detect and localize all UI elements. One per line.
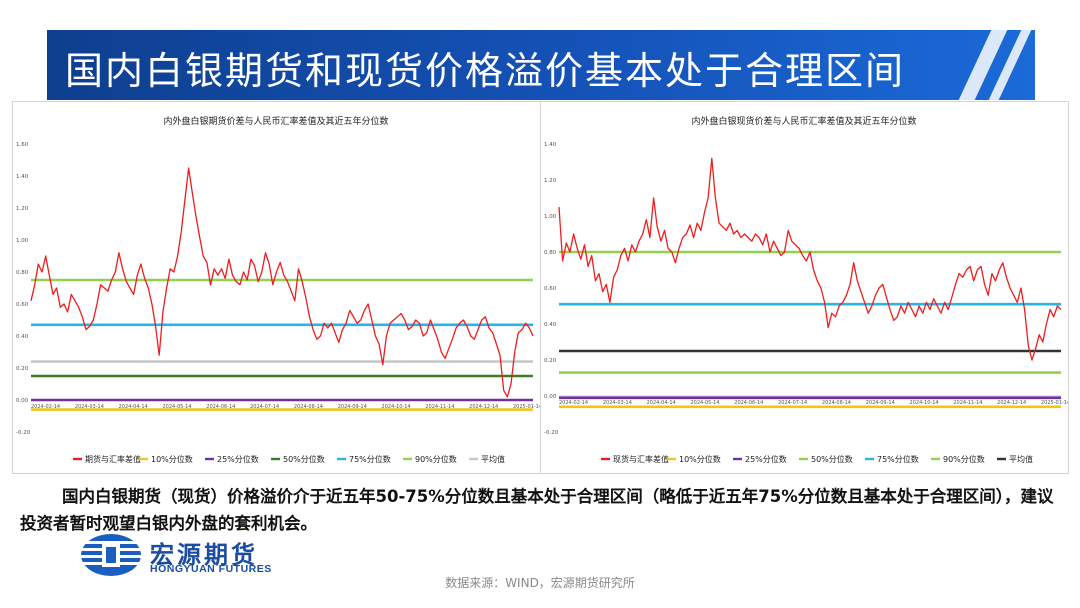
x-tick-label: 2024-02-14 (31, 404, 60, 410)
x-tick-label: 2024-03-14 (603, 400, 632, 406)
spot-spread-chart: 内外盘白银现货价差与人民币汇率差值及其近五年分位数 1.40 1.20 1.00 0.8… (544, 115, 1068, 464)
analysis-text: 国内白银期货（现货）价格溢价介于近五年50-75%分位数且基本处于合理区间（略低… (20, 487, 1054, 533)
series-line-main (30, 167, 534, 398)
x-tick-label: 2024-09-14 (866, 400, 895, 406)
y-tick-label: 0.60 (544, 286, 557, 292)
x-tick-label: 2024-05-14 (162, 404, 191, 410)
y-tick-label: 0.80 (544, 250, 557, 256)
y-tick-label: 1.20 (16, 206, 29, 212)
x-tick-label: 2025-01-14 (1041, 400, 1068, 406)
x-tick-label: 2024-05-14 (690, 400, 719, 406)
logo-text-en: HONGYUAN FUTURES (150, 563, 272, 575)
x-tick-label: 2024-06-14 (734, 400, 763, 406)
legend-label: 现货与汇率差值 (613, 454, 669, 464)
banner-background (47, 30, 1035, 100)
x-tick-label: 2024-11-14 (425, 404, 454, 410)
y-tick-label: 0.20 (16, 366, 29, 372)
y-tick-label: 1.20 (544, 178, 557, 184)
y-tick-label: 1.40 (16, 174, 29, 180)
y-tick-label: 1.40 (544, 142, 557, 148)
logo-mark-icon (80, 534, 142, 576)
y-tick-label: 0.00 (544, 394, 557, 400)
data-source: 数据来源：WIND，宏源期货研究所 (445, 576, 635, 590)
y-tick-label: 1.00 (16, 238, 29, 244)
x-tick-label: 2024-12-14 (469, 404, 498, 410)
y-tick-label: 1.60 (16, 142, 29, 148)
x-tick-label: 2024-08-14 (294, 404, 323, 410)
logo-text-cn: 宏源期货 (150, 541, 258, 569)
x-tick-label: 2024-10-14 (382, 404, 411, 410)
x-tick-label: 2025-01-14 (513, 404, 540, 410)
legend-label: 75%分位数 (349, 454, 391, 464)
y-tick-label: 1.00 (544, 214, 557, 220)
legend-label: 50%分位数 (283, 454, 325, 464)
futures-spread-chart: 内外盘白银期货价差与人民币汇率差值及其近五年分位数 1.60 1.40 1.20 1.0… (16, 115, 540, 464)
y-tick-label: 0.20 (544, 358, 557, 364)
legend-label: 90%分位数 (943, 454, 985, 464)
y-tick-label: 0.00 (16, 398, 29, 404)
chart-panel-spot: 内外盘白银现货价差与人民币汇率差值及其近五年分位数 1.40 1.20 1.00 0.8… (540, 101, 1069, 474)
x-tick-label: 2024-12-14 (997, 400, 1026, 406)
x-tick-label: 2024-10-14 (910, 400, 939, 406)
chart-title: 内外盘白银现货价差与人民币汇率差值及其近五年分位数 (691, 115, 916, 127)
chart-panel-futures: 内外盘白银期货价差与人民币汇率差值及其近五年分位数 1.60 1.40 1.20 1.0… (12, 101, 541, 474)
chart-title: 内外盘白银期货价差与人民币汇率差值及其近五年分位数 (163, 115, 388, 127)
page-title: 国内白银期货和现货价格溢价基本处于合理区间 (65, 49, 906, 93)
x-tick-label: 2024-11-14 (953, 400, 982, 406)
legend-label: 10%分位数 (151, 454, 193, 464)
x-tick-label: 2024-03-14 (75, 404, 104, 410)
legend-label: 75%分位数 (877, 454, 919, 464)
x-tick-label: 2024-07-14 (250, 404, 279, 410)
legend-label: 90%分位数 (415, 454, 457, 464)
legend-label: 25%分位数 (217, 454, 259, 464)
legend-label: 25%分位数 (745, 454, 787, 464)
x-tick-label: 2024-07-14 (778, 400, 807, 406)
legend-label: 50%分位数 (811, 454, 853, 464)
legend-label: 平均值 (1009, 454, 1033, 464)
x-tick-label: 2024-04-14 (119, 404, 148, 410)
x-tick-label: 2024-04-14 (647, 400, 676, 406)
legend-label: 期货与汇率差值 (85, 454, 141, 464)
x-tick-label: 2024-08-14 (822, 400, 851, 406)
y-tick-label: -0.20 (16, 430, 31, 436)
legend-label: 平均值 (481, 454, 505, 464)
y-tick-label: -0.20 (544, 430, 559, 436)
title-banner: 国内白银期货和现货价格溢价基本处于合理区间 (47, 30, 1035, 100)
x-tick-label: 2024-06-14 (206, 404, 235, 410)
y-tick-label: 0.60 (16, 302, 29, 308)
x-tick-label: 2024-02-14 (559, 400, 588, 406)
y-tick-label: 0.40 (16, 334, 29, 340)
y-tick-label: 0.40 (544, 322, 557, 328)
company-logo: 宏源期货 HONGYUAN FUTURES (80, 533, 310, 578)
series-line-main (558, 157, 1062, 361)
x-tick-label: 2024-09-14 (338, 404, 367, 410)
y-tick-label: 0.80 (16, 270, 29, 276)
legend-label: 10%分位数 (679, 454, 721, 464)
